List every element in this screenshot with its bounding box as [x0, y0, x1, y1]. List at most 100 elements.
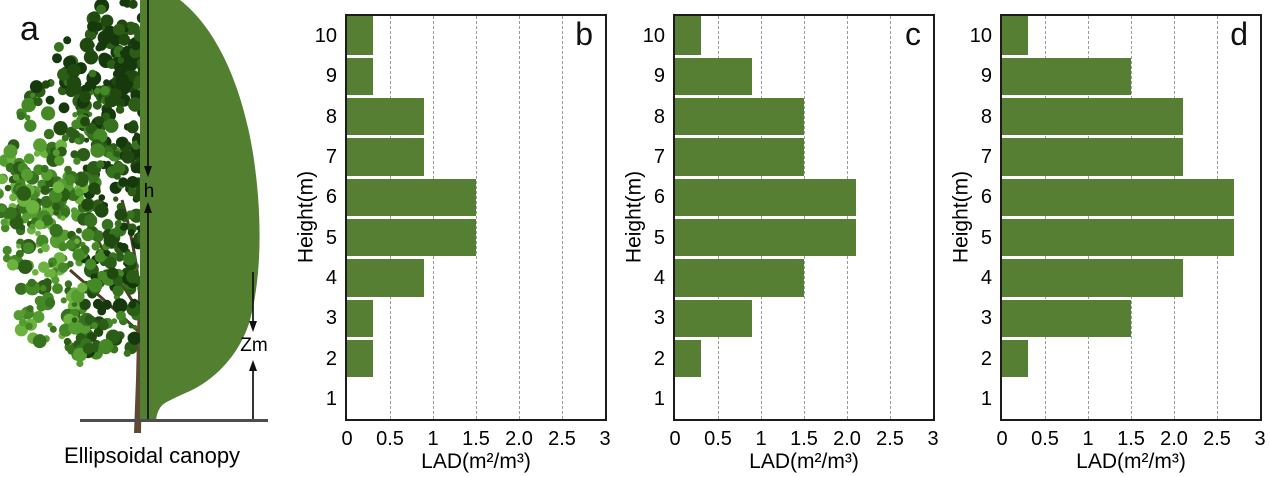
chart-panel-d: Height(m) d LAD(m²/m³) 10 9 8 7 6 5 4 3 2 1 0 0.5 1 1… — [945, 0, 1267, 477]
foliage-dot — [90, 143, 105, 158]
panel-label-c: c — [905, 16, 921, 52]
foliage-dot — [105, 151, 113, 159]
gridline — [847, 16, 848, 419]
foliage-dot — [33, 138, 47, 153]
foliage-dot — [91, 242, 101, 251]
x-tick-label: 1 — [427, 428, 439, 450]
foliage-dot — [16, 186, 32, 201]
foliage-dot — [44, 297, 56, 308]
foliage-dot — [45, 95, 55, 105]
foliage-dot — [104, 118, 119, 133]
bar-height-6 — [1002, 178, 1235, 216]
foliage-dot — [92, 298, 104, 310]
foliage-dot — [41, 214, 53, 226]
x-tick-label: 2.5 — [876, 428, 904, 450]
x-tick-label: 3 — [927, 428, 939, 450]
foliage-dot — [52, 149, 60, 157]
x-tick-label: 3 — [1254, 428, 1266, 450]
foliage-dot — [12, 174, 20, 181]
foliage-dot — [60, 297, 67, 304]
foliage-dot — [96, 40, 107, 51]
foliage-dot — [20, 309, 26, 315]
foliage-dot — [58, 242, 68, 252]
h-arrow-up-icon — [144, 202, 152, 213]
foliage-dot — [23, 242, 34, 254]
x-tick-label: 0.5 — [1031, 428, 1059, 450]
foliage-dot — [84, 137, 90, 143]
bar-height-10 — [1002, 16, 1028, 55]
foliage-dot — [0, 188, 4, 199]
foliage-dot — [88, 31, 97, 40]
chart-panel-b: Height(m) b LAD(m²/m³) 10 9 8 7 6 5 4 3 2 1 0 0.5 1 1… — [290, 0, 612, 477]
foliage-dot — [40, 185, 51, 196]
y-tick-label: 3 — [653, 307, 665, 330]
bar-height-9 — [347, 57, 373, 96]
foliage-dot — [98, 194, 106, 201]
foliage-dot — [116, 310, 126, 321]
foliage-dot — [71, 317, 78, 323]
foliage-dot — [29, 80, 43, 94]
foliage-dot — [52, 53, 62, 64]
foliage-dot — [60, 207, 70, 217]
foliage-dot — [15, 249, 24, 258]
x-tick-label: 2.0 — [1160, 428, 1188, 450]
foliage-dot — [25, 200, 40, 214]
foliage-dot — [27, 278, 36, 288]
foliage-dot — [41, 106, 56, 121]
foliage-dot — [26, 120, 35, 129]
x-tick-label: 0 — [341, 428, 353, 450]
plot-area: c — [673, 14, 935, 421]
foliage-dot — [34, 295, 45, 306]
foliage-dot — [119, 243, 129, 252]
foliage-dot — [64, 280, 73, 288]
foliage-dot — [103, 234, 117, 248]
y-tick-label: 3 — [980, 307, 992, 330]
panel-label-d: d — [1230, 16, 1248, 52]
foliage-dot — [52, 203, 61, 211]
foliage-dot — [2, 245, 12, 255]
foliage-dot — [82, 343, 94, 355]
x-tick-label: 0.5 — [704, 428, 732, 450]
foliage-dot — [66, 63, 81, 78]
foliage-dot — [4, 207, 18, 220]
foliage-dot — [91, 230, 104, 243]
x-tick-label: 0 — [669, 428, 681, 450]
foliage-dot — [0, 205, 7, 213]
foliage-dot — [113, 172, 121, 180]
foliage-dot — [101, 107, 108, 113]
y-tick-label: 2 — [980, 347, 992, 370]
foliage-dot — [40, 164, 49, 173]
x-axis-title: LAD(m²/m³) — [421, 450, 531, 473]
foliage-dot — [29, 92, 36, 98]
foliage-dot — [49, 325, 57, 333]
foliage-dot — [79, 298, 91, 311]
foliage-dot — [104, 256, 117, 270]
y-tick-label: 3 — [325, 307, 337, 330]
foliage-dot — [65, 126, 77, 138]
y-tick-label: 10 — [314, 25, 337, 48]
bar-height-2 — [675, 339, 701, 378]
y-tick-label: 5 — [325, 226, 337, 249]
bar-height-2 — [347, 339, 373, 378]
foliage-dot — [132, 325, 138, 330]
y-tick-label: 8 — [653, 105, 665, 128]
foliage-dot — [0, 187, 1, 192]
foliage-dot — [53, 42, 64, 52]
foliage-dot — [81, 228, 95, 242]
foliage-dot — [85, 258, 97, 270]
foliage-dot — [67, 347, 75, 355]
y-tick-label: 6 — [980, 186, 992, 209]
foliage-dot — [115, 98, 126, 108]
foliage-dot — [123, 251, 137, 266]
foliage-dot — [70, 207, 78, 215]
foliage-dot — [87, 21, 98, 32]
foliage-dot — [98, 339, 114, 354]
foliage-dot — [115, 73, 130, 88]
foliage-dot — [112, 298, 128, 314]
bar-height-9 — [1002, 57, 1131, 96]
foliage-dot — [0, 223, 10, 233]
gridline — [1045, 16, 1046, 419]
zm-arrow-down-icon — [249, 321, 257, 332]
foliage-dot — [73, 157, 81, 165]
foliage-dot — [88, 182, 101, 195]
